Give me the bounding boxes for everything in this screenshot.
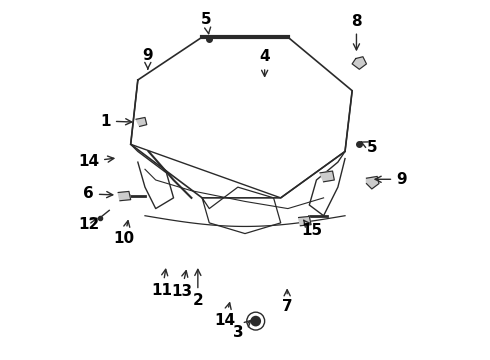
Text: 15: 15	[302, 220, 323, 238]
Text: 4: 4	[259, 49, 270, 76]
Text: 7: 7	[282, 290, 293, 314]
Text: 6: 6	[83, 186, 113, 202]
Circle shape	[250, 316, 261, 327]
Polygon shape	[118, 192, 131, 201]
Text: 5: 5	[361, 140, 377, 155]
Polygon shape	[367, 176, 379, 189]
Text: 3: 3	[233, 320, 251, 340]
Polygon shape	[136, 117, 147, 126]
Text: 13: 13	[171, 271, 192, 299]
Text: 8: 8	[351, 14, 362, 50]
Text: 2: 2	[193, 269, 203, 308]
Text: 5: 5	[201, 13, 212, 34]
Text: 1: 1	[100, 113, 132, 129]
Text: 14: 14	[215, 303, 236, 328]
Text: 14: 14	[78, 154, 114, 169]
Text: 9: 9	[375, 172, 407, 187]
Polygon shape	[320, 171, 334, 182]
Text: 12: 12	[78, 217, 99, 232]
Text: 10: 10	[114, 221, 135, 247]
Polygon shape	[352, 57, 367, 69]
Text: 9: 9	[143, 48, 153, 69]
Text: 11: 11	[151, 269, 172, 298]
Polygon shape	[298, 216, 311, 226]
